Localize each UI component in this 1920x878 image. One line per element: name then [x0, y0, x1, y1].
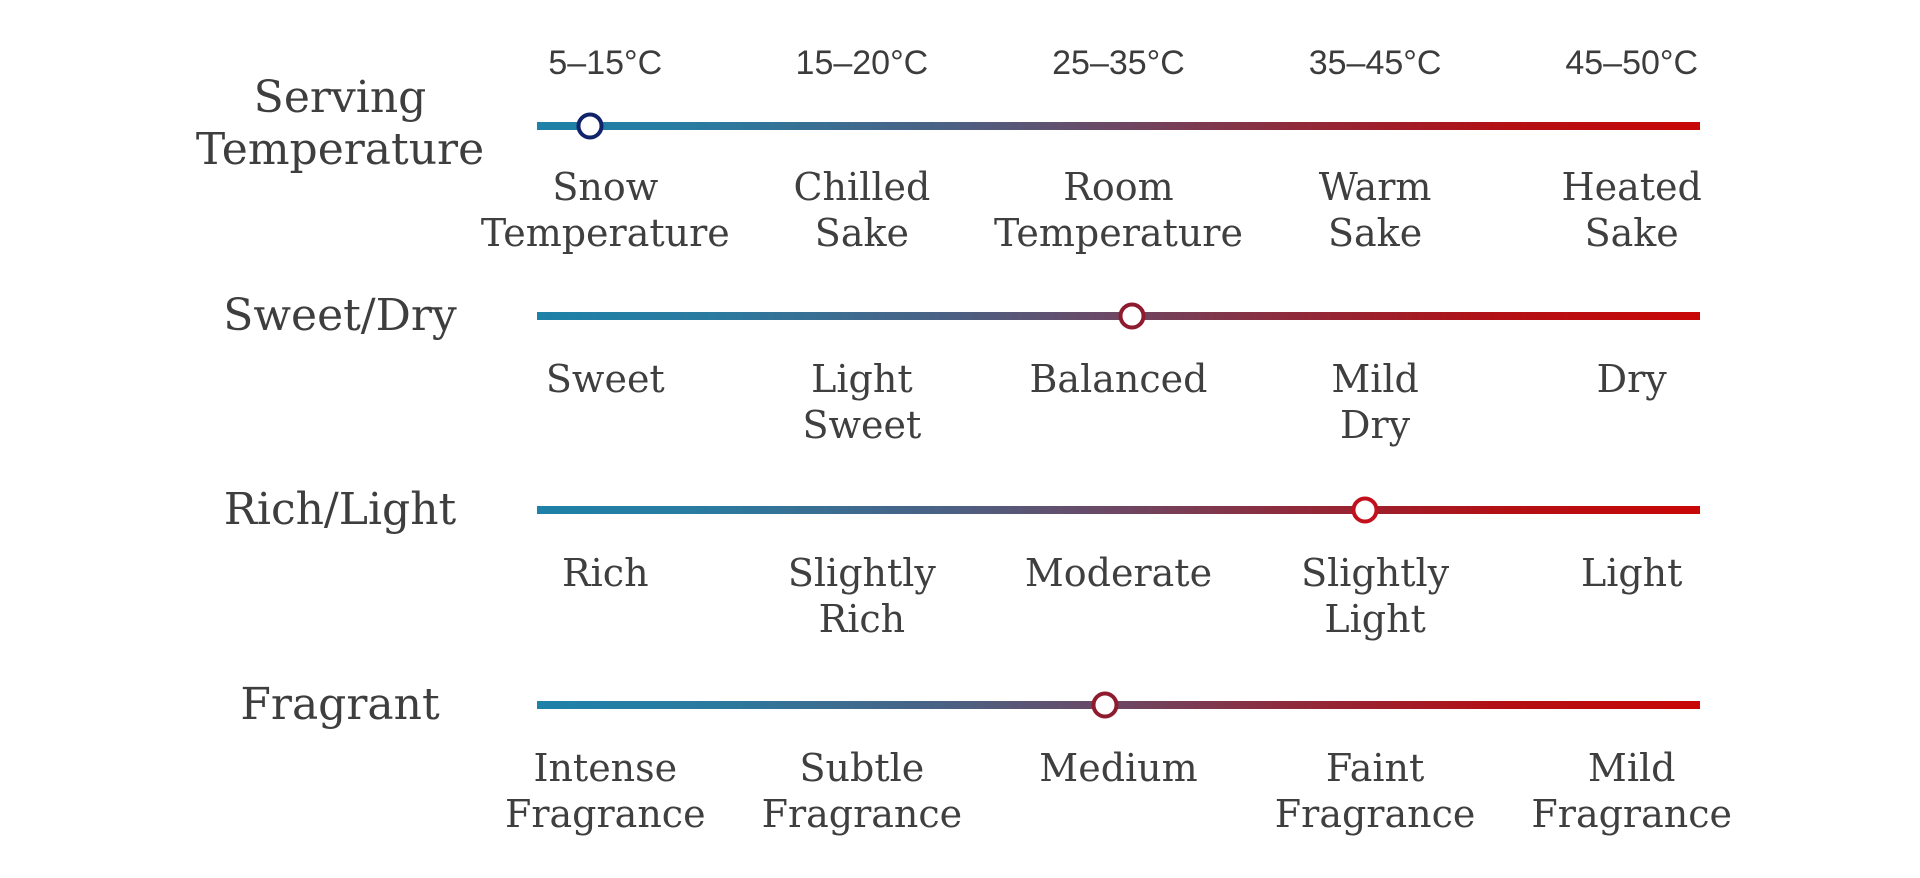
row-title-sweet-dry: Sweet/Dry	[223, 290, 457, 342]
scale-label: Warm Sake	[1318, 165, 1432, 255]
scale-label: Subtle Fragrance	[761, 746, 963, 836]
scale-label-row: Snow Temperature Chilled Sake Room Tempe…	[477, 164, 1760, 256]
scale-bar-sweet-dry	[537, 302, 1700, 330]
scale-label: Mild Fragrance	[1531, 746, 1732, 836]
scale-label: Faint Fragrance	[1274, 746, 1476, 836]
scale-marker	[1351, 496, 1379, 524]
scale-label: Sweet	[545, 357, 665, 401]
scale-label-row: Rich Slightly Rich Moderate Slightly Lig…	[477, 550, 1760, 642]
scale-label: Light Sweet	[802, 357, 922, 447]
scale-label: Dry	[1596, 357, 1667, 401]
scale-label: Mild Dry	[1331, 357, 1419, 447]
scale-label: Light	[1580, 551, 1683, 595]
scale-marker	[1091, 691, 1119, 719]
row-title-fragrant: Fragrant	[240, 679, 440, 731]
scale-label: Moderate	[1024, 551, 1213, 595]
scale-label-row: Sweet Light Sweet Balanced Mild Dry Dry	[477, 356, 1760, 448]
scale-label: Balanced	[1029, 357, 1208, 401]
temp-range-label: 15–20°C	[795, 44, 929, 82]
scale-label: Chilled Sake	[793, 165, 931, 255]
scale-label: Slightly Rich	[787, 551, 936, 641]
scale-label-row: Intense Fragrance Subtle Fragrance Mediu…	[477, 745, 1760, 837]
scale-marker	[576, 112, 604, 140]
scale-bar-fragrant	[537, 691, 1700, 719]
temp-range-label: 35–45°C	[1308, 44, 1442, 82]
scale-label: Intense Fragrance	[505, 746, 706, 836]
scale-label: Medium	[1039, 746, 1198, 790]
scale-bar-serving-temperature	[537, 112, 1700, 140]
scale-label: Slightly Light	[1301, 551, 1450, 641]
row-title-serving-temperature: Serving Temperature	[195, 72, 485, 175]
temp-range-label: 25–35°C	[1052, 44, 1185, 82]
row-title-rich-light: Rich/Light	[223, 484, 457, 536]
scale-label: Rich	[562, 551, 649, 595]
scale-bar-rich-light	[537, 496, 1700, 524]
temp-range-label: 5–15°C	[548, 44, 663, 82]
scale-marker	[1118, 302, 1146, 330]
scale-label: Heated Sake	[1561, 165, 1702, 255]
scale-label: Room Temperature	[994, 165, 1243, 255]
temperature-range-row: 5–15°C 15–20°C 25–35°C 35–45°C 45–50°C	[477, 42, 1760, 84]
scale-label: Snow Temperature	[480, 165, 730, 255]
temp-range-label: 45–50°C	[1565, 44, 1699, 82]
